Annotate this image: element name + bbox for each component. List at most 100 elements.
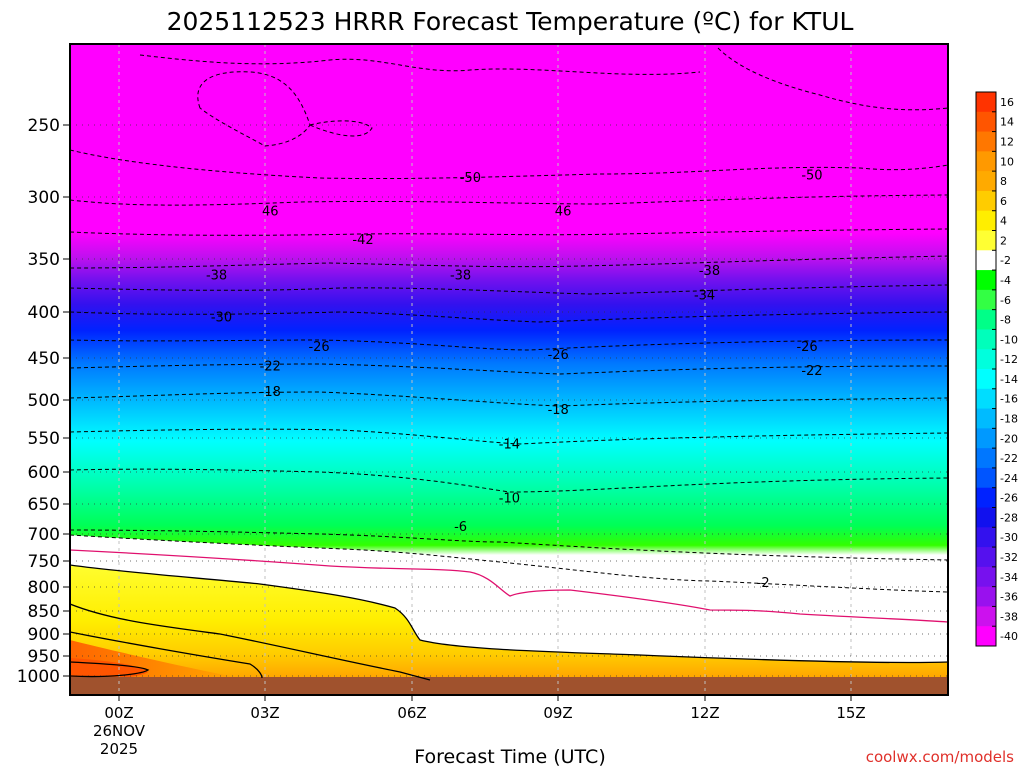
colorbar-swatch [976,369,996,390]
colorbar-swatch [976,190,996,212]
watermark: coolwx.com/models [866,748,1014,766]
y-tick-label: 500 [28,391,60,411]
positive-isotherms [70,564,948,681]
colorbar-swatch [976,329,996,350]
freezing-level-line [70,549,948,623]
colorbar-swatch [976,606,996,627]
contour-label: -38 [450,268,471,283]
contour-label: -42 [352,233,373,248]
colorbar-swatch [976,131,996,152]
contour-label: -26 [548,348,569,363]
y-tick-label: 750 [28,552,60,572]
colorbar-label: -40 [1000,630,1018,643]
contour-label-layer: -50 -50 46 46 -42 -38 -38 -38 -34 -30 -26 -26 -26 -22… [206,168,823,591]
contour-label: -34 [694,289,715,304]
contour-label: -22 [260,360,281,375]
contour-label: -10 [499,491,520,506]
time-axis-ticks [118,695,852,701]
isotherm-contours [70,47,948,593]
contour-label: -14 [499,437,520,452]
x-tick-label: 06Z [397,704,426,722]
colorbar: 16 14 12 10 8 6 4 2 -2 -4 -6 -8 -10 -12 -14 -16 -18 -20 -2… [975,91,1018,647]
contour-label: -18 [548,403,569,418]
y-tick-label: 600 [28,463,60,483]
colorbar-label: 10 [1000,155,1014,168]
ground-layer [70,677,948,695]
x-tick-label: 09Z [543,704,572,722]
colorbar-swatch [976,309,996,330]
contour-label: -26 [796,340,817,355]
warm-region [70,565,948,695]
contour-label: -2 [757,576,770,591]
colorbar-label: 4 [1000,215,1007,228]
y-tick-label: 450 [28,349,60,369]
y-tick-label: 400 [28,303,60,323]
contour-label: -50 [460,171,481,186]
colorbar-swatch [976,547,996,568]
colorbar-swatch [976,388,996,410]
colorbar-swatch [976,289,996,311]
colorbar-label: -30 [1000,531,1018,544]
x-axis-label: Forecast Time (UTC) [414,746,605,768]
colorbar-swatch [976,230,996,251]
pressure-gridlines [70,124,948,677]
colorbar-label: -28 [1000,511,1018,524]
colorbar-swatch [976,250,996,271]
colorbar-label: -14 [1000,373,1018,386]
colorbar-swatch [976,487,996,508]
colorbar-label: -26 [1000,492,1018,505]
colorbar-label: -10 [1000,333,1018,346]
colorbar-swatch [976,626,996,647]
y-tick-label: 900 [28,625,60,645]
contour-label: -38 [699,264,720,279]
colorbar-label: -32 [1000,551,1018,564]
x-tick-label: 12Z [690,704,719,722]
y-tick-label: 850 [28,602,60,622]
colorbar-label: -2 [1000,254,1011,267]
contour-label: -38 [206,268,227,283]
colorbar-swatch [976,92,996,113]
colorbar-label: -12 [1000,353,1018,366]
y-tick-label: 250 [28,116,60,136]
colorbar-label: 12 [1000,135,1014,148]
colorbar-label: -4 [1000,274,1011,287]
time-axis: 00Z 03Z 06Z 09Z 12Z 15Z 26NOV 2025 [93,704,866,758]
y-tick-label: 350 [28,250,60,270]
contour-label: -18 [260,385,281,400]
colorbar-swatch [976,151,996,172]
pressure-axis: 250 300 350 400 450 500 550 600 650 700 … [17,116,60,687]
colorbar-swatch [976,586,996,607]
colorbar-swatch [976,467,996,489]
plot-frame [69,43,949,696]
colorbar-swatch [976,566,996,588]
x-tick-label: 15Z [836,704,865,722]
y-tick-label: 950 [28,647,60,667]
y-tick-label: 300 [28,188,60,208]
colorbar-label: -16 [1000,393,1018,406]
contour-label: 46 [262,204,279,219]
colorbar-swatch [976,507,996,528]
colorbar-label: -22 [1000,452,1018,465]
colorbar-label: 16 [1000,96,1014,109]
colorbar-swatch [976,171,996,192]
contour-label: 46 [555,204,572,219]
colorbar-swatch [976,527,996,548]
colorbar-label: 6 [1000,195,1007,208]
colorbar-swatch [976,448,996,469]
colorbar-label: 2 [1000,234,1007,247]
colorbar-label: -34 [1000,571,1018,584]
colorbar-swatch [976,349,996,370]
contour-label: -22 [801,364,822,379]
x-tick-label: 03Z [250,704,279,722]
chart-title: 2025112523 HRRR Forecast Temperature (ºC… [167,7,854,36]
colorbar-label: -38 [1000,610,1018,623]
y-tick-label: 800 [28,578,60,598]
contour-label: -6 [454,520,467,535]
colorbar-swatch [976,210,996,231]
colorbar-swatch [976,428,996,449]
colorbar-label: -8 [1000,314,1011,327]
colorbar-label: -20 [1000,432,1018,445]
date-label-year: 2025 [100,740,138,758]
colorbar-label: 8 [1000,175,1007,188]
colorbar-label: -24 [1000,472,1018,485]
